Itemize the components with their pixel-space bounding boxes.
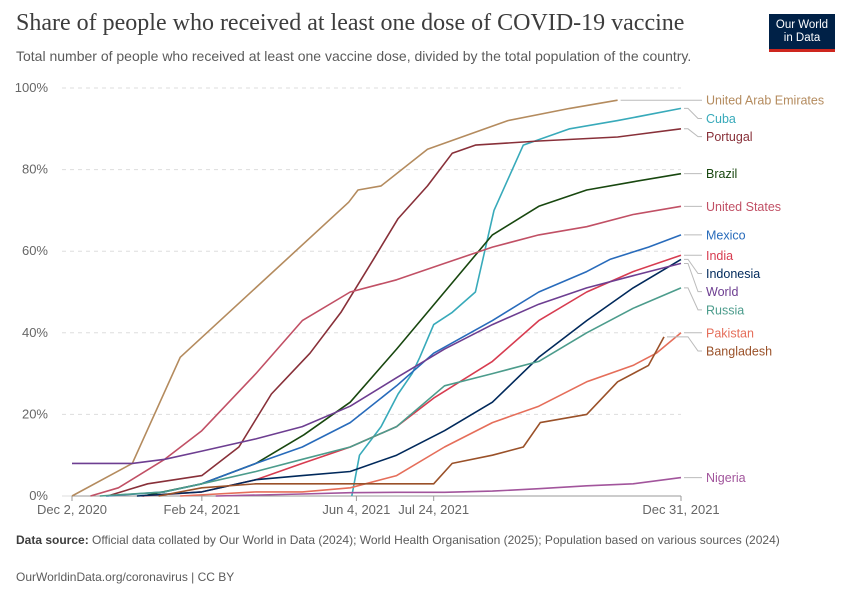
- series-label-nigeria: Nigeria: [706, 471, 746, 485]
- series-label-cuba: Cuba: [706, 112, 736, 126]
- x-tick-label: Feb 24, 2021: [164, 502, 241, 517]
- source-url[interactable]: OurWorldinData.org/coronavirus | CC BY: [16, 570, 235, 584]
- x-tick-label: Jun 4, 2021: [322, 502, 390, 517]
- series-line-russia: [99, 287, 682, 497]
- source-label: Data source:: [16, 533, 89, 547]
- chart-subtitle: Total number of people who received at l…: [16, 48, 692, 64]
- logo-line-2: in Data: [783, 32, 821, 44]
- label-connector-cuba: [684, 107, 702, 119]
- series-line-cuba: [351, 107, 682, 497]
- series-label-pakistan: Pakistan: [706, 326, 754, 340]
- series-line-united-states: [90, 205, 682, 497]
- series-label-world: World: [706, 285, 738, 299]
- y-tick-label: 100%: [15, 80, 49, 95]
- series-line-bangladesh: [158, 336, 665, 497]
- logo-line-1: Our World: [775, 19, 829, 31]
- owid-logo[interactable]: Our World in Data: [769, 14, 835, 52]
- x-tick-label: Dec 2, 2020: [37, 502, 107, 517]
- x-tick-label: Dec 31, 2021: [642, 502, 719, 517]
- series-label-united-arab-emirates: United Arab Emirates: [706, 94, 824, 108]
- series-line-mexico: [105, 234, 682, 497]
- label-connector-portugal: [684, 128, 702, 138]
- series-label-russia: Russia: [706, 303, 744, 317]
- label-connector-world: [684, 262, 702, 293]
- series-line-indonesia: [136, 258, 682, 497]
- data-source: Data source: Official data collated by O…: [16, 533, 796, 548]
- series-line-united-arab-emirates: [71, 99, 618, 497]
- line-chart: 0% 20% 40% 60% 80% 100% Dec 2, 2020 Feb 24, 202…: [15, 80, 824, 517]
- source-text: Official data collated by Our World in D…: [92, 533, 780, 547]
- x-tick-label: Jul 24, 2021: [398, 502, 469, 517]
- y-tick-label: 80%: [22, 162, 48, 177]
- y-tick-label: 0%: [29, 488, 48, 503]
- series-label-portugal: Portugal: [706, 130, 753, 144]
- series-line-pakistan: [180, 332, 682, 497]
- series-label-indonesia: Indonesia: [706, 267, 760, 281]
- series-label-bangladesh: Bangladesh: [706, 345, 772, 359]
- chart-title: Share of people who received at least on…: [16, 10, 685, 36]
- series-label-mexico: Mexico: [706, 228, 746, 242]
- y-tick-label: 40%: [22, 325, 48, 340]
- series-label-brazil: Brazil: [706, 167, 737, 181]
- series-line-world: [72, 262, 682, 465]
- series-label-india: India: [706, 249, 733, 263]
- y-tick-label: 20%: [22, 406, 48, 421]
- series-line-nigeria: [215, 476, 682, 497]
- y-tick-label: 60%: [22, 243, 48, 258]
- series-label-united-states: United States: [706, 200, 781, 214]
- label-connector-russia: [684, 287, 702, 311]
- label-connector-bangladesh: [666, 336, 702, 352]
- label-connector-indonesia: [684, 258, 702, 274]
- series-line-portugal: [107, 128, 682, 497]
